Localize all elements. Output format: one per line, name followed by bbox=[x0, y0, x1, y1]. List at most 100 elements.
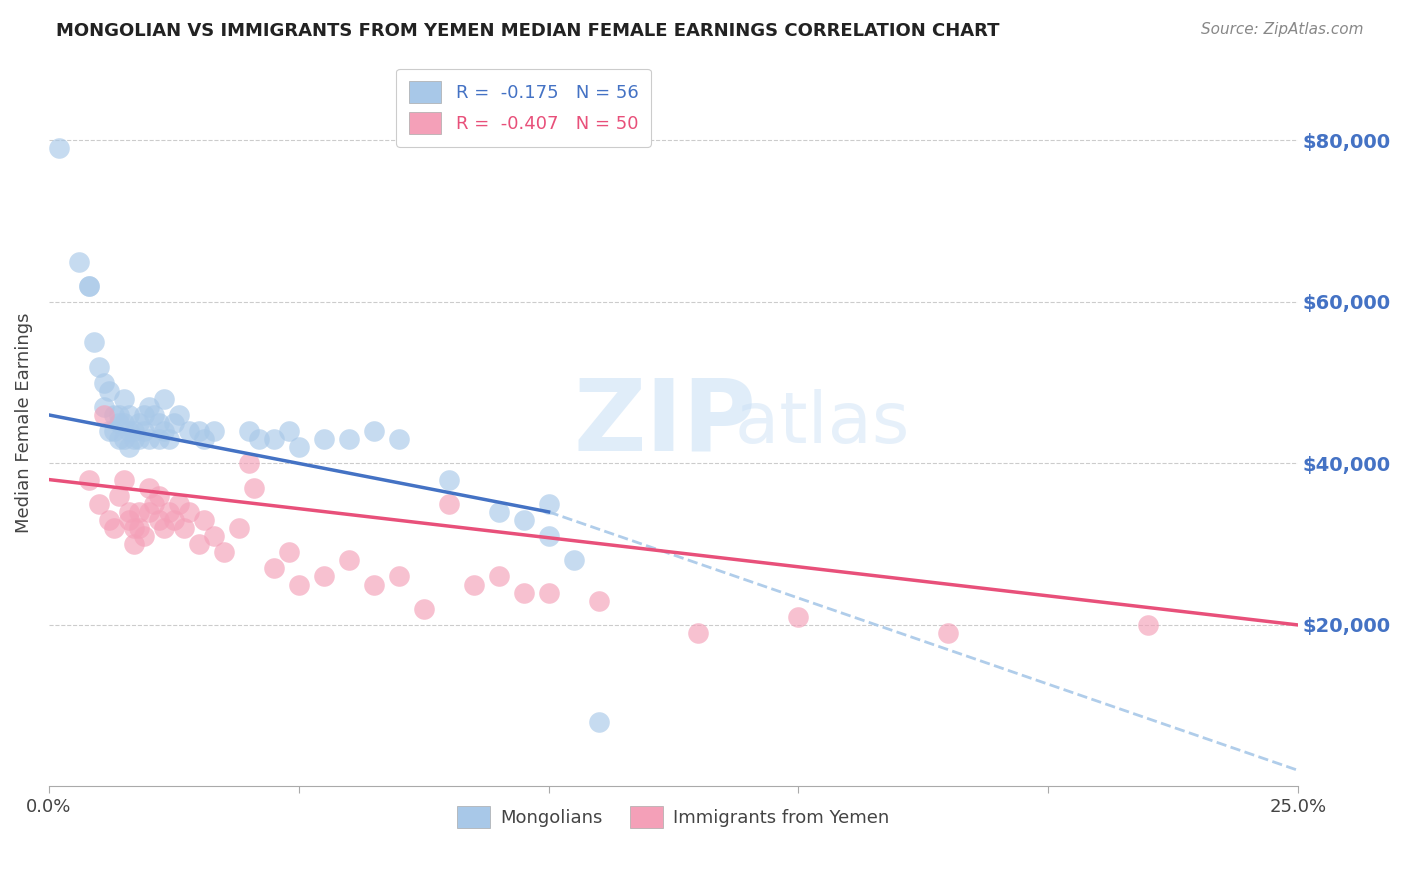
Point bbox=[388, 432, 411, 446]
Point bbox=[142, 408, 165, 422]
Point bbox=[153, 521, 176, 535]
Point bbox=[118, 513, 141, 527]
Point bbox=[112, 392, 135, 406]
Point bbox=[108, 408, 131, 422]
Point bbox=[437, 497, 460, 511]
Point bbox=[118, 440, 141, 454]
Point bbox=[77, 473, 100, 487]
Point bbox=[97, 424, 120, 438]
Text: Source: ZipAtlas.com: Source: ZipAtlas.com bbox=[1201, 22, 1364, 37]
Point bbox=[108, 489, 131, 503]
Legend: Mongolians, Immigrants from Yemen: Mongolians, Immigrants from Yemen bbox=[450, 799, 897, 836]
Point bbox=[138, 400, 160, 414]
Point bbox=[112, 432, 135, 446]
Point bbox=[157, 505, 180, 519]
Point bbox=[463, 577, 485, 591]
Point bbox=[132, 408, 155, 422]
Point bbox=[93, 376, 115, 390]
Point bbox=[148, 489, 170, 503]
Point bbox=[138, 505, 160, 519]
Point bbox=[173, 521, 195, 535]
Point bbox=[437, 473, 460, 487]
Point bbox=[138, 432, 160, 446]
Point bbox=[93, 400, 115, 414]
Point bbox=[87, 497, 110, 511]
Point bbox=[77, 278, 100, 293]
Point bbox=[187, 537, 209, 551]
Point bbox=[412, 602, 434, 616]
Point bbox=[187, 424, 209, 438]
Point bbox=[193, 513, 215, 527]
Point bbox=[132, 424, 155, 438]
Point bbox=[388, 569, 411, 583]
Point bbox=[337, 553, 360, 567]
Point bbox=[93, 408, 115, 422]
Point bbox=[163, 416, 186, 430]
Point bbox=[118, 505, 141, 519]
Point bbox=[108, 416, 131, 430]
Point bbox=[488, 505, 510, 519]
Point bbox=[122, 424, 145, 438]
Point bbox=[537, 585, 560, 599]
Point bbox=[193, 432, 215, 446]
Point bbox=[97, 384, 120, 398]
Point bbox=[103, 408, 125, 422]
Point bbox=[118, 424, 141, 438]
Point bbox=[277, 545, 299, 559]
Point bbox=[363, 424, 385, 438]
Point bbox=[312, 569, 335, 583]
Point bbox=[128, 505, 150, 519]
Point bbox=[787, 610, 810, 624]
Point bbox=[48, 141, 70, 155]
Point bbox=[263, 561, 285, 575]
Point bbox=[142, 497, 165, 511]
Point bbox=[122, 537, 145, 551]
Point bbox=[562, 553, 585, 567]
Point bbox=[122, 521, 145, 535]
Point bbox=[512, 513, 534, 527]
Point bbox=[212, 545, 235, 559]
Point bbox=[238, 457, 260, 471]
Point bbox=[537, 497, 560, 511]
Point bbox=[103, 424, 125, 438]
Point bbox=[263, 432, 285, 446]
Point bbox=[108, 432, 131, 446]
Text: atlas: atlas bbox=[574, 389, 908, 458]
Point bbox=[177, 424, 200, 438]
Point bbox=[128, 432, 150, 446]
Point bbox=[103, 521, 125, 535]
Point bbox=[512, 585, 534, 599]
Point bbox=[163, 513, 186, 527]
Point bbox=[148, 513, 170, 527]
Point bbox=[132, 529, 155, 543]
Point bbox=[67, 254, 90, 268]
Point bbox=[153, 424, 176, 438]
Point bbox=[148, 432, 170, 446]
Point bbox=[1137, 618, 1160, 632]
Point bbox=[167, 408, 190, 422]
Point bbox=[588, 714, 610, 729]
Point bbox=[87, 359, 110, 374]
Point bbox=[153, 392, 176, 406]
Point bbox=[177, 505, 200, 519]
Point bbox=[312, 432, 335, 446]
Point bbox=[118, 408, 141, 422]
Point bbox=[112, 416, 135, 430]
Point bbox=[288, 440, 311, 454]
Point bbox=[238, 424, 260, 438]
Point bbox=[112, 473, 135, 487]
Point bbox=[363, 577, 385, 591]
Point bbox=[97, 513, 120, 527]
Point bbox=[128, 416, 150, 430]
Point bbox=[148, 416, 170, 430]
Point bbox=[247, 432, 270, 446]
Point bbox=[337, 432, 360, 446]
Point bbox=[202, 529, 225, 543]
Point bbox=[167, 497, 190, 511]
Point bbox=[202, 424, 225, 438]
Point bbox=[488, 569, 510, 583]
Point bbox=[688, 626, 710, 640]
Point bbox=[277, 424, 299, 438]
Y-axis label: Median Female Earnings: Median Female Earnings bbox=[15, 313, 32, 533]
Text: MONGOLIAN VS IMMIGRANTS FROM YEMEN MEDIAN FEMALE EARNINGS CORRELATION CHART: MONGOLIAN VS IMMIGRANTS FROM YEMEN MEDIA… bbox=[56, 22, 1000, 40]
